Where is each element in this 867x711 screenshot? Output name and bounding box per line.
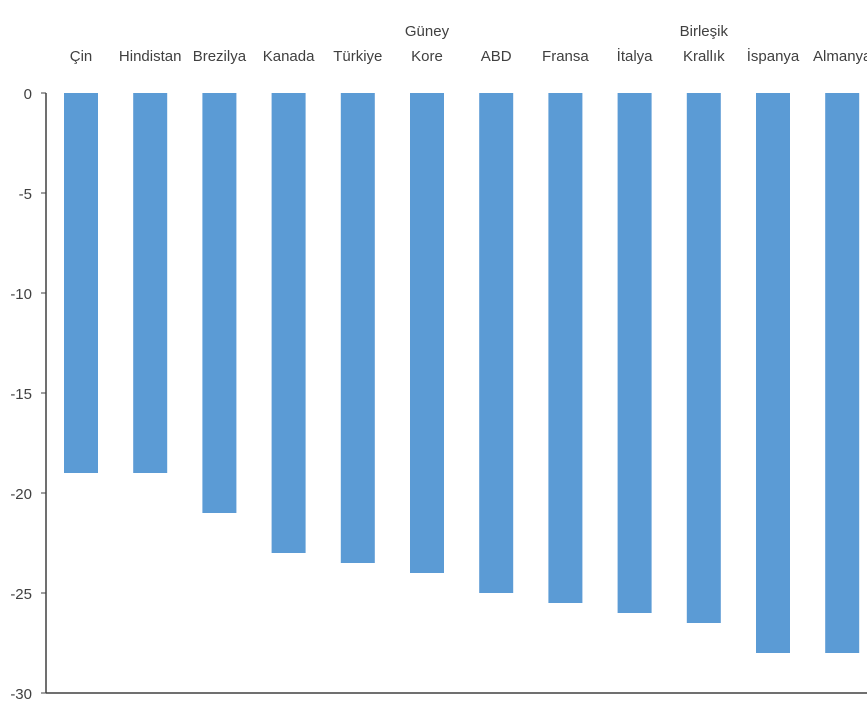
- y-tick-label: -25: [10, 586, 32, 603]
- category-label-line: Kanada: [263, 48, 315, 65]
- category-label-8: İtalya: [617, 47, 654, 65]
- category-label-1: Hindistan: [119, 48, 182, 65]
- bar-10: [756, 93, 790, 653]
- category-label-4: Türkiye: [333, 48, 382, 65]
- category-label-line: Fransa: [542, 48, 589, 65]
- y-tick-label: -20: [10, 486, 32, 503]
- category-label-line: Güney: [405, 23, 450, 40]
- y-tick-label: -15: [10, 386, 32, 403]
- bar-3: [271, 93, 306, 553]
- bar-5: [410, 93, 444, 573]
- y-axis: 0 -5 -10 -15 -20 -25 -30: [10, 86, 867, 703]
- category-label-line: Brezilya: [193, 48, 247, 65]
- category-label-line: İtalya: [617, 47, 654, 65]
- category-label-5: Güney Kore: [405, 23, 450, 65]
- y-tick-label: -10: [10, 286, 32, 303]
- category-label-3: Kanada: [263, 48, 315, 65]
- category-label-line: Birleşik: [680, 23, 729, 40]
- y-tick-label: -30: [10, 686, 32, 703]
- category-label-2: Brezilya: [193, 48, 247, 65]
- y-tick-label: -5: [19, 186, 32, 203]
- category-label-11: Almanya: [813, 48, 867, 65]
- y-tick-label: 0: [24, 86, 32, 103]
- category-label-line: Türkiye: [333, 48, 382, 65]
- bar-6: [479, 93, 514, 593]
- category-label-line: Çin: [70, 48, 93, 65]
- bar-0: [64, 93, 98, 473]
- category-label-line: Hindistan: [119, 48, 182, 65]
- category-label-line: Krallık: [683, 48, 725, 65]
- category-label-line: İspanya: [747, 47, 800, 65]
- bar-8: [617, 93, 652, 613]
- category-label-6: ABD: [481, 48, 512, 65]
- bar-7: [548, 93, 583, 603]
- bar-4: [340, 93, 375, 563]
- category-label-line: Almanya: [813, 48, 867, 65]
- category-label-0: Çin: [70, 48, 93, 65]
- category-label-10: İspanya: [747, 47, 800, 65]
- category-label-line: ABD: [481, 48, 512, 65]
- bar-11: [825, 93, 860, 653]
- category-label-9: Birleşik Krallık: [680, 23, 729, 65]
- category-labels: Çin Hindistan Brezilya Kanada Türkiye Güney Ko…: [70, 23, 867, 65]
- bar-2: [202, 93, 237, 513]
- category-label-7: Fransa: [542, 48, 589, 65]
- category-label-line: Kore: [411, 48, 443, 65]
- bar-9: [686, 93, 721, 623]
- bar-1: [133, 93, 168, 473]
- bars-group: [64, 93, 860, 653]
